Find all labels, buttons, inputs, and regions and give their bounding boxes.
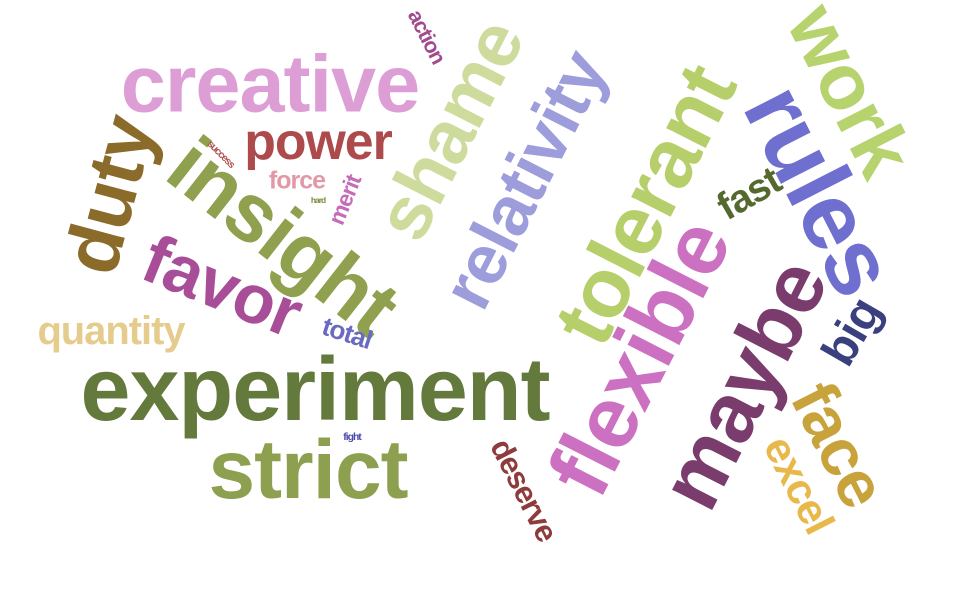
word-creative: creative (120, 39, 420, 130)
word-hard: hard (310, 194, 326, 205)
word-quantity: quantity (37, 309, 185, 354)
word-experiment: experiment (80, 340, 551, 441)
word-force: force (268, 166, 326, 195)
word-strict: strict (208, 422, 409, 517)
word-fight: fight (343, 431, 361, 443)
word-power: power (244, 112, 393, 171)
word-merit: merit (322, 171, 367, 229)
